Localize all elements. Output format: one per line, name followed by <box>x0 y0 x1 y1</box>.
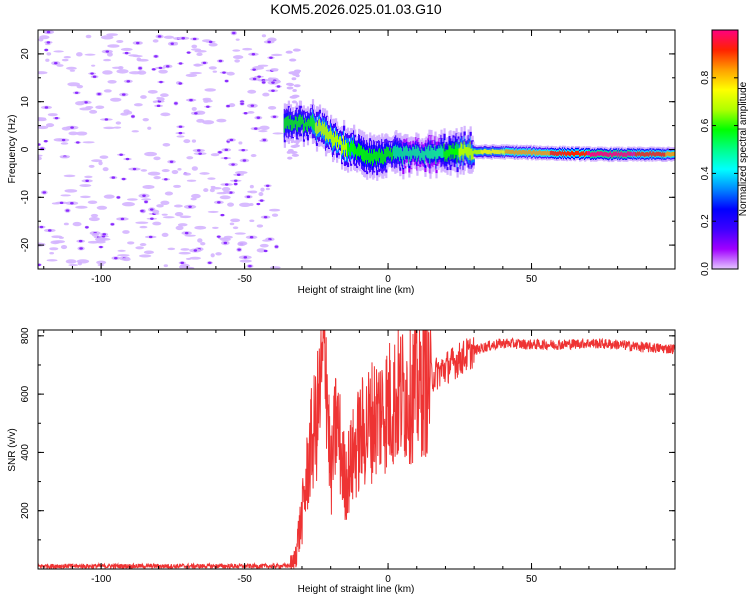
x-tick-label: -50 <box>237 274 252 285</box>
heatmap-content <box>38 30 675 269</box>
figure-title: KOM5.2026.025.01.03.G10 <box>270 1 442 17</box>
colorbar-tick-label: 0.4 <box>700 166 711 180</box>
y-tick-label: 200 <box>20 502 31 519</box>
y-tick-label: 400 <box>20 444 31 461</box>
y-tick-label: 10 <box>20 96 31 108</box>
snr-frame <box>37 329 676 570</box>
heatmap-y-ticks: -20 -10 0 10 20 <box>20 29 675 270</box>
colorbar-gradient <box>711 29 739 270</box>
y-tick-label: 0 <box>20 146 31 152</box>
x-tick-label: 0 <box>385 274 391 285</box>
snr-x-axis-label: Height of straight line (km) <box>298 584 415 595</box>
colorbar-tick-label: 0.0 <box>700 262 711 276</box>
heatmap-x-ticks: -100 -50 0 50 <box>43 30 676 285</box>
x-tick-label: -100 <box>91 574 111 585</box>
y-tick-label: -10 <box>20 190 31 205</box>
snr-series-line <box>38 330 675 569</box>
colorbar-ticks: 0.0 0.2 0.4 0.6 0.8 <box>700 70 738 276</box>
colorbar-tick-label: 0.2 <box>700 214 711 228</box>
y-tick-label: 20 <box>20 48 31 60</box>
x-tick-label: -100 <box>91 274 111 285</box>
y-tick-label: -20 <box>20 237 31 252</box>
x-tick-label: -50 <box>237 574 252 585</box>
y-tick-label: 800 <box>20 327 31 344</box>
colorbar-tick-label: 0.6 <box>700 118 711 132</box>
heatmap-y-axis-label: Frequency (Hz) <box>7 115 18 184</box>
x-tick-label: 50 <box>526 574 538 585</box>
heatmap-x-axis-label: Height of straight line (km) <box>298 285 415 296</box>
y-tick-label: 600 <box>20 385 31 402</box>
colorbar-tick-label: 0.8 <box>700 70 711 84</box>
snr-y-axis-label: SNR (v/v) <box>7 428 18 471</box>
snr-panel: -100 -50 0 50 200 400 600 800 Height of straig… <box>7 327 676 595</box>
snr-y-ticks: 200 400 600 800 <box>20 327 675 570</box>
x-tick-label: 0 <box>385 574 391 585</box>
snr-x-ticks: -100 -50 0 50 <box>43 330 676 585</box>
colorbar: 0.0 0.2 0.4 0.6 0.8 Normalized spectral ampl… <box>700 29 749 276</box>
x-tick-label: 50 <box>526 274 538 285</box>
colorbar-label: Normalized spectral amplitude <box>738 81 749 216</box>
